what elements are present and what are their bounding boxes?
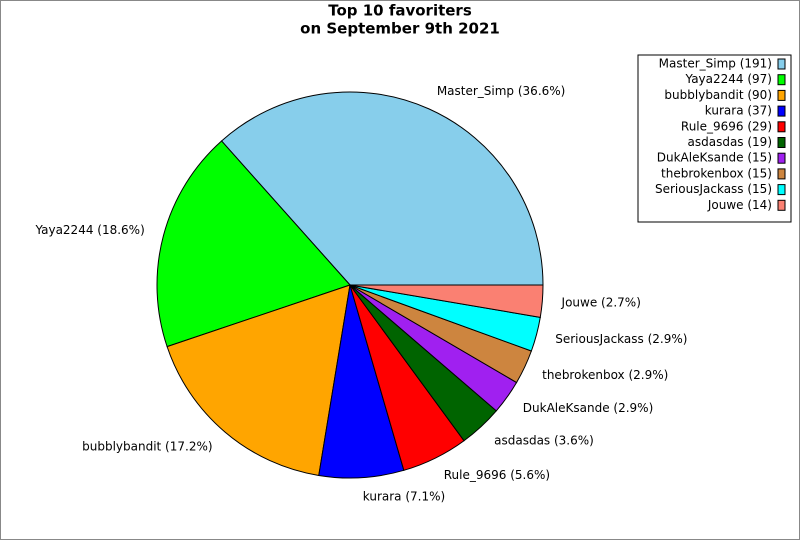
slice-label: thebrokenbox (2.9%) xyxy=(542,368,668,382)
chart-title: Top 10 favoriters xyxy=(328,2,472,20)
legend-swatch xyxy=(777,152,786,164)
pie-slice xyxy=(349,284,544,318)
slice-label: DukAleKsande (2.9%) xyxy=(523,401,653,415)
legend-swatch xyxy=(777,58,786,70)
legend-swatch xyxy=(777,168,786,180)
slice-label: bubblybandit (17.2%) xyxy=(82,439,212,453)
slice-label: Yaya2244 (18.6%) xyxy=(34,223,144,237)
slice-label: kurara (7.1%) xyxy=(363,489,445,503)
pie-slice xyxy=(156,140,351,348)
legend-label: kurara (37) xyxy=(705,104,772,118)
slice-label: Rule_9696 (5.6%) xyxy=(444,468,550,482)
slice-label: Master_Simp (36.6%) xyxy=(437,84,566,98)
slice-label: Jouwe (2.7%) xyxy=(561,295,641,309)
legend-swatch xyxy=(777,137,786,148)
legend-swatch xyxy=(777,121,786,133)
legend-box xyxy=(637,54,792,223)
legend-label: bubblybandit (90) xyxy=(664,88,772,102)
legend-label: SeriousJackass (15) xyxy=(655,182,772,196)
legend-label: asdasdas (19) xyxy=(688,135,773,149)
legend-swatch xyxy=(777,199,786,211)
legend-swatch xyxy=(777,105,786,117)
legend-label: Yaya2244 (97) xyxy=(685,72,772,86)
legend-label: DukAleKsande (15) xyxy=(657,151,772,165)
pie-slice xyxy=(166,284,351,477)
legend-label: Rule_9696 (29) xyxy=(681,119,772,133)
chart-title: on September 9th 2021 xyxy=(300,20,500,38)
legend-swatch xyxy=(777,184,786,196)
legend-label: Jouwe (14) xyxy=(707,198,772,212)
pie-slice xyxy=(220,91,544,286)
legend-swatch xyxy=(777,89,786,101)
legend-label: Master_Simp (191) xyxy=(659,57,772,71)
slice-label: asdasdas (3.6%) xyxy=(494,433,594,447)
legend-label: thebrokenbox (15) xyxy=(661,166,772,180)
legend-swatch xyxy=(777,74,786,86)
slice-label: SeriousJackass (2.9%) xyxy=(555,332,687,346)
